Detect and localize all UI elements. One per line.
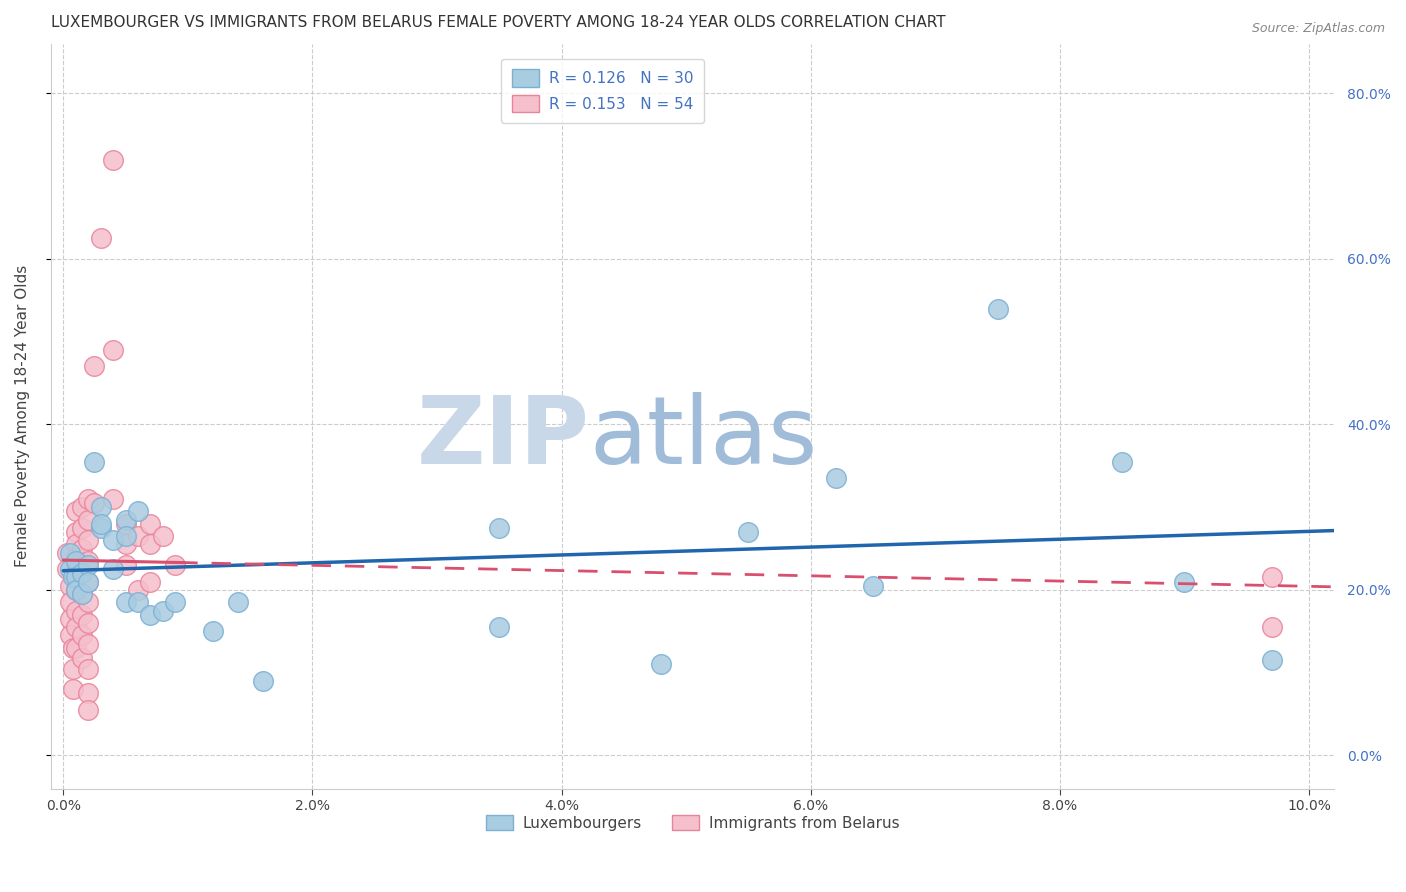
Point (70, 587, 93, 601)
Point (77, 574, 100, 589)
Point (114, 529, 136, 543)
Y-axis label: Female Poverty Among 18-24 Year Olds: Female Poverty Among 18-24 Year Olds (15, 265, 30, 567)
Point (90, 521, 112, 535)
Point (58, 579, 80, 593)
Point (70, 500, 93, 515)
Point (65, 504, 87, 518)
Text: atlas: atlas (589, 392, 818, 484)
Point (114, 537, 136, 551)
Point (165, 558, 187, 572)
Point (58, 595, 80, 609)
Legend: Luxembourgers, Immigrants from Belarus: Luxembourgers, Immigrants from Belarus (479, 808, 905, 837)
Point (1260, 570, 1282, 584)
Point (77, 595, 100, 609)
Point (58, 628, 80, 642)
Point (77, 558, 100, 572)
Text: LUXEMBOURGER VS IMMIGRANTS FROM BELARUS FEMALE POVERTY AMONG 18-24 YEAR OLDS COR: LUXEMBOURGER VS IMMIGRANTS FROM BELARUS … (51, 15, 945, 30)
Point (824, 471, 846, 485)
Point (101, 491, 124, 506)
Point (77, 703, 100, 717)
Point (1111, 455, 1133, 469)
Point (1173, 574, 1195, 589)
Point (737, 524, 759, 539)
Point (252, 673, 274, 688)
Point (114, 516, 136, 531)
Point (65, 554, 87, 568)
Point (90, 500, 112, 515)
Point (90, 516, 112, 531)
Point (70, 628, 93, 642)
Point (65, 582, 87, 597)
Point (127, 529, 149, 543)
Point (139, 607, 162, 622)
Text: Source: ZipAtlas.com: Source: ZipAtlas.com (1251, 22, 1385, 36)
Point (127, 595, 149, 609)
Point (56, 546, 79, 560)
Point (139, 574, 162, 589)
Point (65, 620, 87, 634)
Point (70, 650, 93, 665)
Point (62, 661, 84, 675)
Point (65, 566, 87, 581)
Point (127, 582, 149, 597)
Point (152, 529, 174, 543)
Point (165, 595, 187, 609)
Point (70, 566, 93, 581)
Point (56, 562, 79, 576)
Point (101, 533, 124, 548)
Point (987, 301, 1010, 316)
Point (65, 570, 87, 584)
Point (226, 595, 249, 609)
Point (77, 574, 100, 589)
Point (62, 570, 84, 584)
Point (101, 343, 124, 357)
Point (114, 595, 136, 609)
Point (488, 620, 510, 634)
Point (101, 562, 124, 576)
Point (77, 512, 100, 526)
Point (139, 516, 162, 531)
Point (77, 491, 100, 506)
Point (139, 537, 162, 551)
Point (77, 637, 100, 651)
Point (77, 615, 100, 630)
Text: ZIP: ZIP (416, 392, 589, 484)
Point (65, 549, 87, 564)
Point (114, 512, 136, 526)
Point (70, 562, 93, 576)
Point (58, 612, 80, 626)
Point (83, 496, 105, 510)
Point (77, 686, 100, 700)
Point (65, 537, 87, 551)
Point (70, 607, 93, 622)
Point (77, 554, 100, 568)
Point (65, 604, 87, 618)
Point (70, 541, 93, 556)
Point (77, 661, 100, 675)
Point (58, 562, 80, 576)
Point (65, 524, 87, 539)
Point (65, 640, 87, 655)
Point (152, 604, 174, 618)
Point (1260, 620, 1282, 634)
Point (83, 359, 105, 374)
Point (127, 504, 149, 518)
Point (650, 657, 672, 672)
Point (862, 579, 884, 593)
Point (77, 533, 100, 548)
Point (65, 582, 87, 597)
Point (62, 640, 84, 655)
Point (70, 521, 93, 535)
Point (488, 521, 510, 535)
Point (1260, 653, 1282, 667)
Point (101, 153, 124, 167)
Point (83, 455, 105, 469)
Point (201, 624, 224, 639)
Point (58, 546, 80, 560)
Point (62, 682, 84, 697)
Point (70, 587, 93, 601)
Point (90, 231, 112, 245)
Point (114, 558, 136, 572)
